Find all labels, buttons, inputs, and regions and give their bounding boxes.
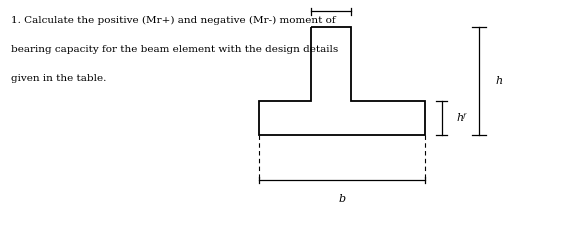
Text: hᶠ: hᶠ (456, 113, 466, 123)
Text: bearing capacity for the beam element with the design details: bearing capacity for the beam element wi… (11, 45, 339, 54)
Text: given in the table.: given in the table. (11, 74, 107, 83)
Text: 1. Calculate the positive (Mr+) and negative (Mr-) moment of: 1. Calculate the positive (Mr+) and nega… (11, 16, 336, 25)
Text: bᵂ: bᵂ (323, 0, 338, 2)
Text: h: h (496, 76, 503, 86)
Text: b: b (339, 194, 345, 203)
